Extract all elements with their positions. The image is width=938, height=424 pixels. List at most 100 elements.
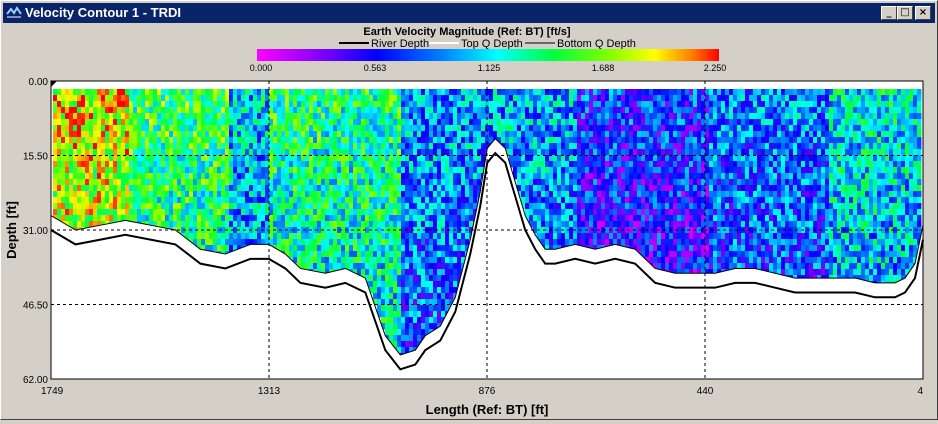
velocity-cell (213, 239, 217, 245)
velocity-cell (597, 89, 601, 95)
velocity-cell (273, 215, 277, 221)
velocity-contour-chart[interactable]: Earth Velocity Magnitude (Ref: BT) [ft/s… (3, 25, 935, 419)
velocity-cell (537, 113, 541, 119)
velocity-cell (425, 173, 429, 179)
velocity-cell (665, 221, 669, 227)
velocity-cell (141, 89, 145, 95)
velocity-cell (185, 113, 189, 119)
velocity-cell (689, 161, 693, 167)
velocity-cell (53, 173, 57, 179)
velocity-cell (513, 101, 517, 107)
velocity-cell (237, 215, 241, 221)
velocity-cell (125, 173, 129, 179)
velocity-cell (297, 107, 301, 113)
velocity-cell (401, 197, 405, 203)
velocity-cell (429, 263, 433, 269)
velocity-cell (609, 101, 613, 107)
velocity-cell (249, 89, 253, 95)
velocity-cell (661, 221, 665, 227)
velocity-cell (369, 257, 373, 263)
velocity-cell (409, 281, 413, 287)
title-bar[interactable]: Velocity Contour 1 - TRDI _ □ × (3, 3, 935, 23)
velocity-cell (429, 137, 433, 143)
velocity-cell (285, 125, 289, 131)
velocity-cell (581, 233, 585, 239)
velocity-cell (409, 179, 413, 185)
velocity-cell (669, 101, 673, 107)
velocity-cell (437, 95, 441, 101)
velocity-cell (113, 89, 117, 95)
velocity-cell (641, 143, 645, 149)
velocity-cell (325, 107, 329, 113)
velocity-cell (57, 179, 61, 185)
velocity-cell (401, 311, 405, 317)
velocity-cell (209, 239, 213, 245)
velocity-cell (109, 179, 113, 185)
velocity-cell (305, 161, 309, 167)
velocity-cell (213, 197, 217, 203)
velocity-cell (349, 257, 353, 263)
velocity-cell (321, 173, 325, 179)
velocity-cell (69, 89, 73, 95)
velocity-cell (689, 185, 693, 191)
velocity-cell (269, 191, 273, 197)
velocity-cell (177, 215, 181, 221)
velocity-cell (73, 137, 77, 143)
velocity-cell (357, 173, 361, 179)
velocity-cell (445, 215, 449, 221)
velocity-cell (421, 95, 425, 101)
velocity-cell (657, 179, 661, 185)
velocity-cell (197, 119, 201, 125)
velocity-cell (273, 185, 277, 191)
velocity-cell (733, 173, 737, 179)
minimize-button[interactable]: _ (881, 6, 897, 20)
maximize-button[interactable]: □ (897, 6, 913, 20)
velocity-cell (201, 191, 205, 197)
velocity-cell (525, 89, 529, 95)
velocity-cell (649, 119, 653, 125)
velocity-cell (325, 173, 329, 179)
velocity-cell (721, 185, 725, 191)
velocity-cell (165, 191, 169, 197)
velocity-cell (73, 203, 77, 209)
velocity-cell (405, 161, 409, 167)
velocity-cell (661, 263, 665, 269)
velocity-cell (637, 167, 641, 173)
velocity-cell (553, 209, 557, 215)
velocity-cell (685, 245, 689, 251)
velocity-cell (725, 149, 729, 155)
velocity-cell (717, 161, 721, 167)
velocity-cell (741, 215, 745, 221)
velocity-cell (653, 251, 657, 257)
velocity-cell (441, 215, 445, 221)
close-button[interactable]: × (915, 6, 931, 20)
velocity-cell (589, 143, 593, 149)
velocity-cell (445, 143, 449, 149)
velocity-cell (413, 149, 417, 155)
velocity-cell (661, 149, 665, 155)
velocity-cell (281, 95, 285, 101)
velocity-cell (637, 137, 641, 143)
velocity-cell (341, 179, 345, 185)
velocity-cell (597, 233, 601, 239)
velocity-cell (97, 95, 101, 101)
velocity-cell (521, 113, 525, 119)
velocity-cell (305, 179, 309, 185)
velocity-cell (613, 167, 617, 173)
velocity-cell (697, 107, 701, 113)
velocity-cell (421, 125, 425, 131)
velocity-cell (313, 221, 317, 227)
velocity-cell (421, 257, 425, 263)
velocity-cell (385, 137, 389, 143)
velocity-cell (561, 239, 565, 245)
velocity-cell (357, 185, 361, 191)
velocity-cell (349, 101, 353, 107)
velocity-cell (133, 137, 137, 143)
velocity-cell (653, 131, 657, 137)
velocity-cell (225, 245, 229, 251)
velocity-cell (345, 179, 349, 185)
velocity-cell (113, 107, 117, 113)
velocity-cell (373, 209, 377, 215)
velocity-cell (221, 101, 225, 107)
velocity-cell (157, 161, 161, 167)
